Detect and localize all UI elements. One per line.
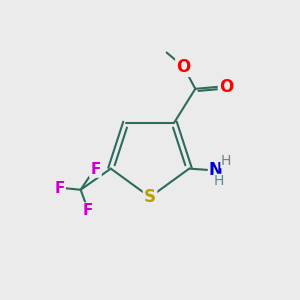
Text: H: H (221, 154, 231, 168)
Text: O: O (176, 58, 191, 76)
Text: F: F (90, 162, 100, 177)
Text: O: O (219, 78, 233, 96)
Text: F: F (54, 181, 64, 196)
Text: H: H (214, 174, 224, 188)
Text: F: F (83, 203, 93, 218)
Text: N: N (209, 161, 223, 179)
Text: S: S (144, 188, 156, 206)
